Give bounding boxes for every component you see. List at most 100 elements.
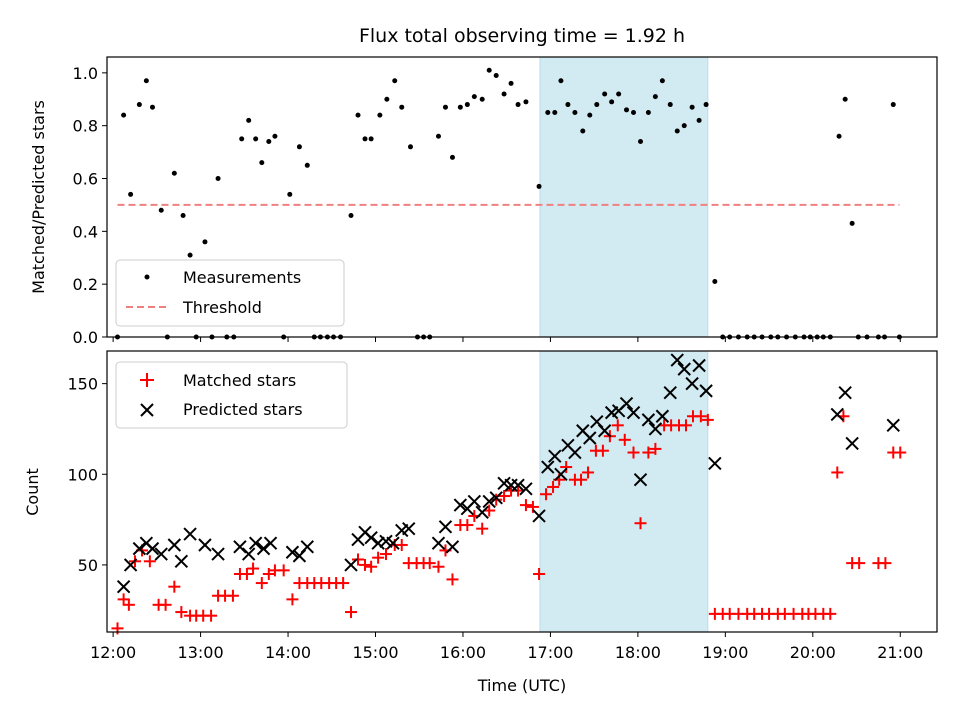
measurement-point [558, 78, 564, 84]
measurement-point [696, 117, 702, 123]
predicted-star-point [233, 540, 247, 554]
predicted-star-point [145, 541, 160, 556]
x-tick-label: 12:00 [90, 643, 136, 662]
predicted-star-stroke [830, 407, 845, 422]
matched-star-point [372, 551, 385, 564]
measurement-point [259, 160, 265, 166]
matched-star-point [226, 589, 239, 602]
matched-star-point [352, 553, 365, 566]
predicted-star-point [445, 540, 460, 554]
predicted-star-point [626, 405, 641, 420]
measurement-point [348, 212, 354, 218]
measurement-point [624, 107, 630, 113]
measurement-point [712, 279, 718, 285]
matched-star-point [168, 580, 181, 593]
x-axis: 12:00 13:00 14:00 15:00 16:00 17:00 18:00 19:00… [90, 632, 923, 662]
predicted-star-stroke [132, 541, 147, 556]
predicted-star-point [256, 541, 271, 556]
measurement-point [703, 102, 709, 108]
matched-star-point [618, 433, 631, 446]
matched-star-point [575, 473, 588, 486]
predicted-star-stroke [663, 385, 677, 400]
matched-star-point [824, 607, 837, 620]
y-tick-label: 0.8 [73, 117, 98, 136]
predicted-star-stroke [174, 554, 189, 569]
matched-star-point [122, 598, 135, 611]
measurement-point [645, 109, 651, 115]
observing-window-top [539, 56, 709, 338]
measurement-point [479, 96, 485, 102]
predicted-star-stroke [379, 534, 393, 549]
x-tick-label: 13:00 [178, 643, 224, 662]
measurement-point [384, 96, 390, 102]
matched-star-point [461, 519, 474, 532]
predicted-star-stroke [453, 498, 468, 512]
measurement-point [449, 154, 455, 160]
measurement-point [215, 176, 221, 182]
predicted-star-stroke [371, 536, 385, 550]
predicted-star-point [116, 579, 131, 594]
predicted-star-stroke [300, 540, 314, 554]
predicted-star-stroke [211, 547, 225, 561]
measurement-point [493, 72, 499, 78]
bottom-y-axis: 50 100 150 [67, 375, 107, 575]
matched-star-point [432, 560, 445, 573]
measurement-point [187, 252, 193, 258]
predicted-star-point [597, 424, 612, 438]
predicted-star-stroke [590, 414, 604, 429]
predicted-star-stroke [845, 436, 859, 451]
predicted-star-point [183, 527, 197, 541]
measurement-point [508, 80, 514, 86]
measurement-point [890, 102, 896, 108]
measurement-point [128, 191, 134, 197]
observing-window-span [539, 350, 709, 633]
y-tick-label: 150 [67, 375, 98, 394]
matched-star-point [247, 562, 260, 575]
predicted-star-stroke [692, 358, 706, 373]
measurement-point [304, 162, 310, 168]
predicted-star-point [519, 482, 533, 496]
predicted-star-point [685, 376, 699, 391]
matched-star-point [205, 609, 218, 622]
predicted-star-stroke [475, 505, 489, 520]
measurement-point [471, 94, 477, 100]
matched-star-point [117, 593, 130, 606]
measurement-point [667, 102, 673, 108]
measurement-point [457, 104, 463, 110]
matched-star-point [701, 413, 714, 426]
matched-star-point [679, 419, 692, 432]
predicted-star-point [167, 538, 182, 552]
measurement-point [296, 144, 302, 150]
matched-star-point [446, 573, 459, 586]
matched-star-point [540, 488, 553, 501]
predicted-star-stroke [561, 438, 575, 452]
measurement-point [545, 109, 551, 115]
measurement-point [239, 136, 245, 142]
predicted-star-stroke [183, 527, 197, 541]
y-tick-label: 0.6 [73, 170, 98, 189]
predicted-star-stroke [145, 541, 160, 556]
matched-star-point [379, 548, 392, 561]
matched-star-point [359, 558, 372, 571]
predicted-star-point [655, 409, 670, 423]
legend-predicted-label: Predicted stars [183, 400, 303, 419]
predicted-star-point [663, 385, 677, 400]
predicted-star-point [648, 422, 663, 436]
matched-star-point [560, 461, 573, 474]
predicted-star-stroke [648, 422, 663, 436]
predicted-star-point [548, 449, 562, 463]
predicted-star-point [692, 358, 706, 373]
predicted-star-point [532, 509, 546, 523]
measurement-point [253, 136, 259, 142]
measurement-point [121, 112, 127, 118]
measurement-point [355, 112, 361, 118]
bottom-legend: Matched stars Predicted stars [115, 361, 348, 429]
measurement-point [464, 102, 470, 108]
measurement-point [377, 112, 383, 118]
predicted-star-point [300, 540, 314, 554]
matched-star-point [277, 564, 290, 577]
predicted-star-point [285, 545, 300, 559]
measurement-point [594, 102, 600, 108]
measurement-point [836, 133, 842, 139]
